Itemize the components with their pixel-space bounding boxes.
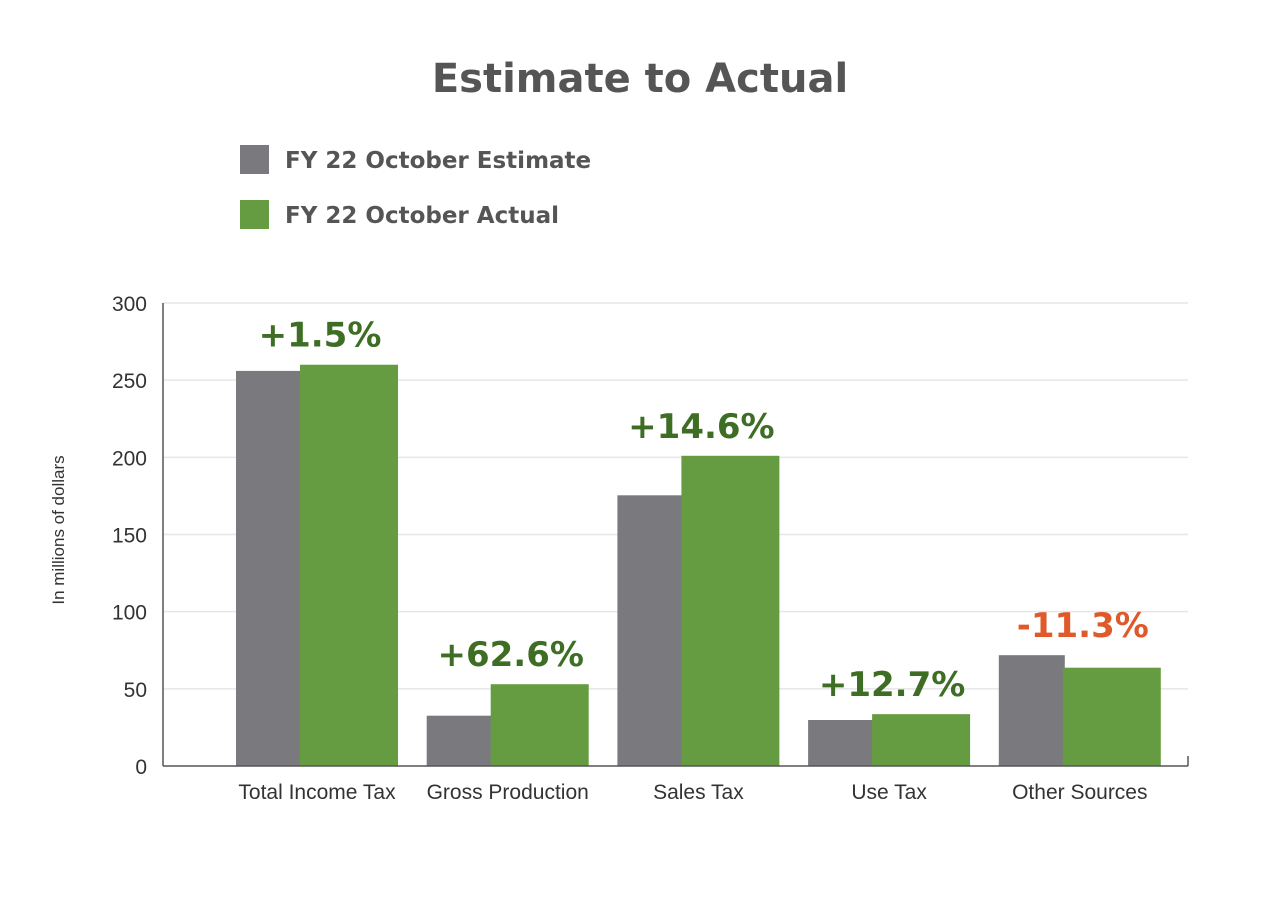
y-tick-label: 250 (112, 370, 147, 393)
bar-estimate (617, 495, 684, 766)
y-tick-label: 50 (124, 679, 147, 702)
y-axis-label: In millions of dollars (49, 455, 68, 604)
legend-label: FY 22 October Estimate (285, 148, 591, 174)
change-annotation: +14.6% (628, 407, 774, 447)
legend-swatch (240, 200, 269, 229)
bar-actual (681, 455, 780, 766)
legend: FY 22 October Estimate FY 22 October Actu… (240, 145, 591, 229)
x-tick-label: Total Income Tax (238, 781, 396, 804)
change-annotation: +12.7% (819, 665, 965, 705)
bar-estimate (426, 715, 493, 766)
bar-actual (872, 714, 971, 766)
bar-estimate (998, 655, 1065, 766)
bar-estimate (236, 370, 302, 766)
bar-actual (490, 684, 589, 766)
x-tick-label: Use Tax (851, 781, 927, 804)
x-tick-label: Sales Tax (653, 781, 744, 804)
x-tick-label: Gross Production (427, 781, 589, 804)
y-tick-label: 200 (112, 447, 147, 470)
y-tick-label: 150 (112, 525, 147, 548)
chart-title: Estimate to Actual (432, 56, 848, 102)
bar-actual (1062, 667, 1161, 766)
axes: 0 50 100 150 200 250 300 (112, 293, 1189, 779)
bar-actual (300, 364, 398, 766)
bars: +1.5% Total Income Tax +62.6% Gross Product… (236, 316, 1161, 804)
bar-estimate (808, 720, 875, 766)
legend-swatch (240, 145, 269, 174)
y-tick-label: 100 (112, 602, 147, 625)
y-tick-label: 0 (135, 756, 147, 779)
legend-label: FY 22 October Actual (285, 203, 559, 229)
change-annotation: +62.6% (437, 635, 583, 675)
y-tick-label: 300 (112, 293, 147, 316)
x-tick-label: Other Sources (1012, 781, 1147, 804)
change-annotation: +1.5% (259, 316, 382, 356)
change-annotation: -11.3% (1017, 606, 1149, 646)
